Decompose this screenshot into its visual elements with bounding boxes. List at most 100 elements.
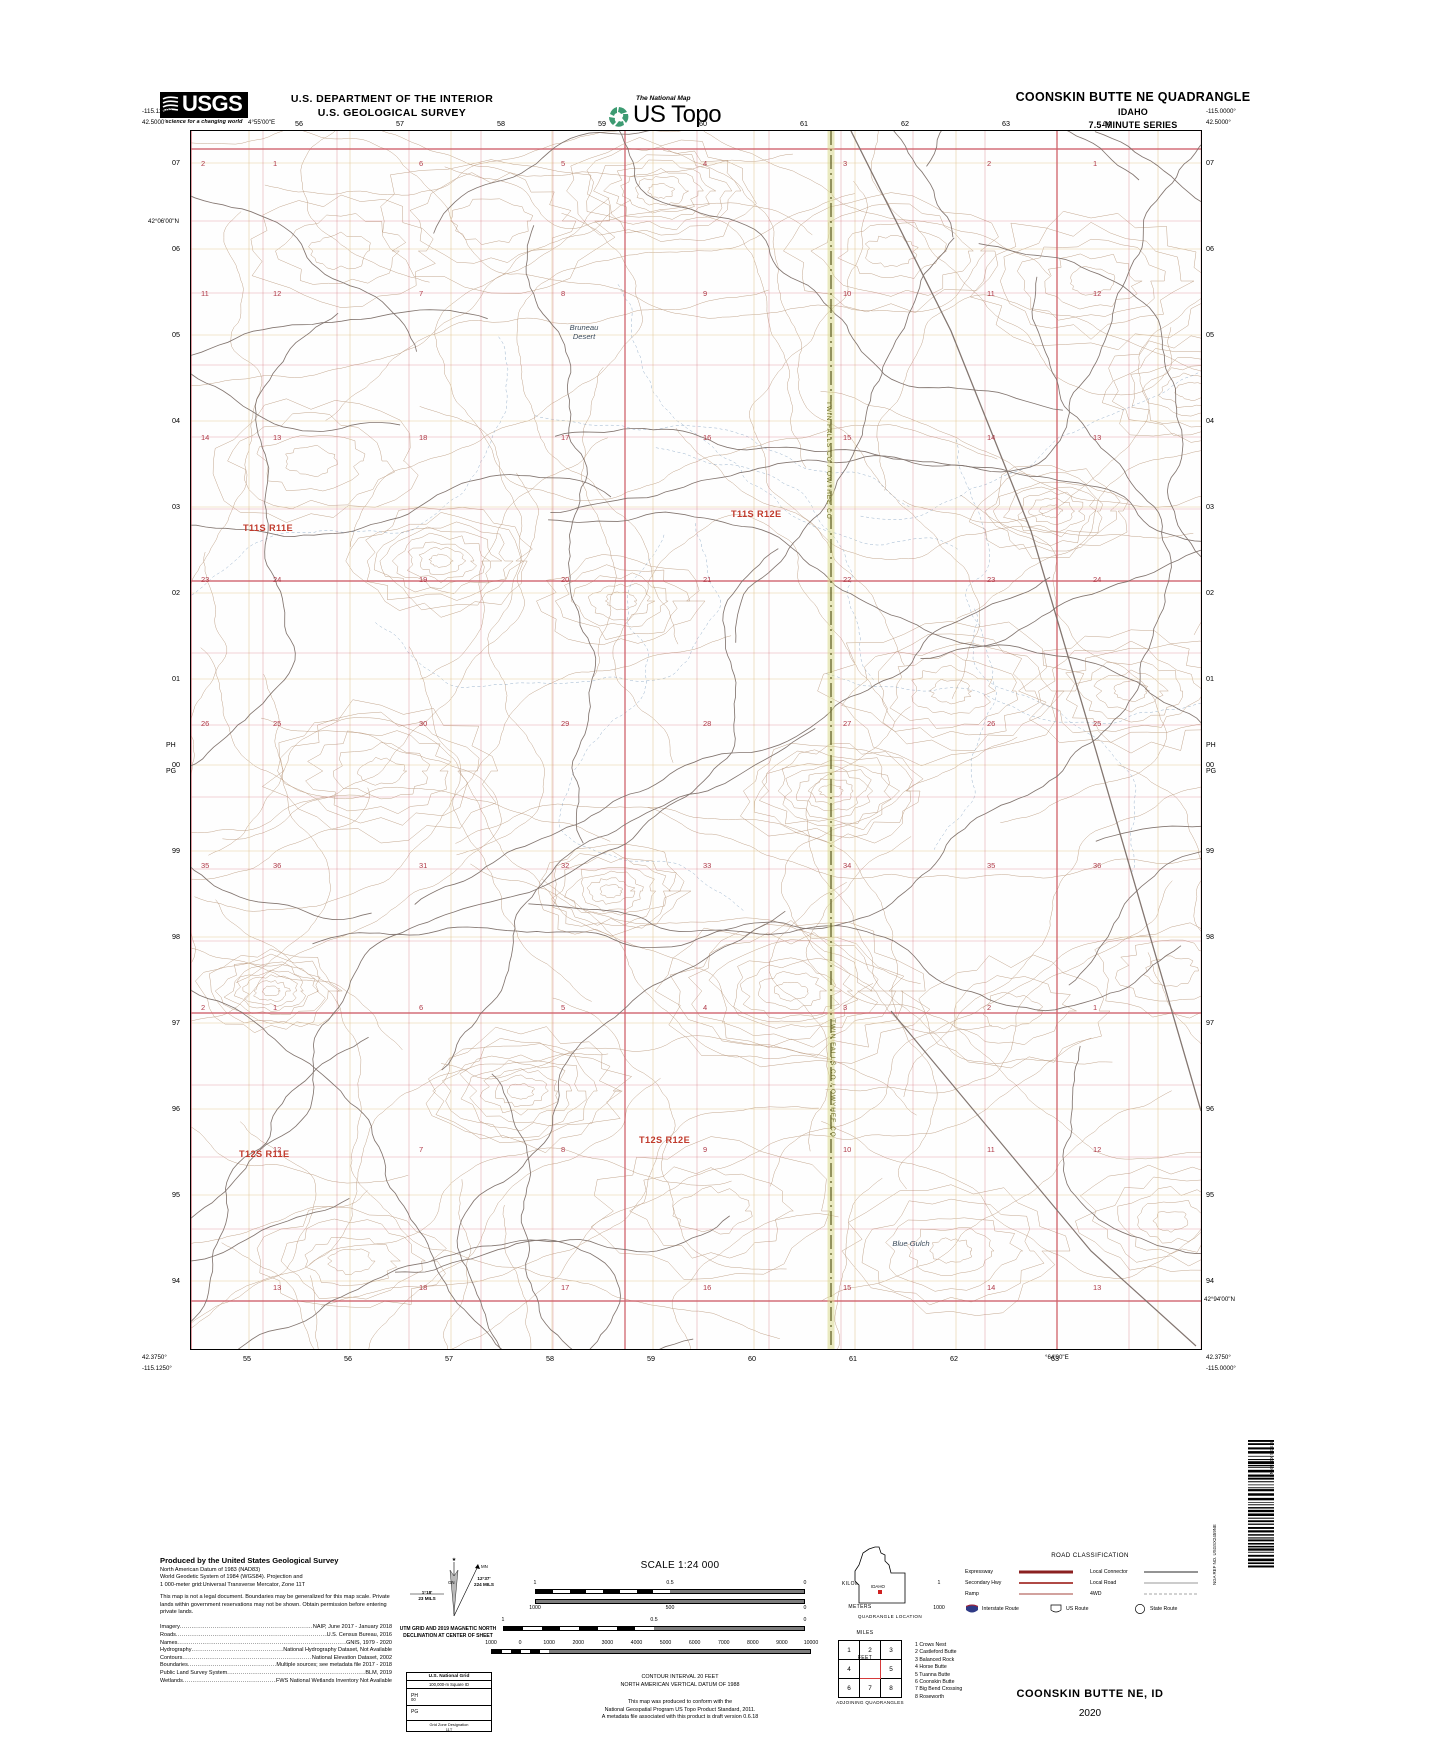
section-number: 13 <box>273 433 282 442</box>
mi-unit-label: MILES <box>856 1630 874 1636</box>
barcode-number: USGS X2459 NE <box>1269 1442 1274 1478</box>
shield-label-interstate: Interstate Route <box>982 1606 1019 1612</box>
section-number: 14 <box>987 433 996 442</box>
grid-tick-left-04: 04 <box>172 416 180 425</box>
grid-tick-bottom-56: 56 <box>344 1354 352 1363</box>
ft-tick-7000: 7000 <box>717 1640 730 1646</box>
section-number: 36 <box>273 861 282 870</box>
corner-label-nw-lon: -115.1250° <box>142 108 172 115</box>
usng-cell-ph: PH 00 <box>407 1689 491 1706</box>
section-number: 5 <box>561 1003 566 1012</box>
usng-cell-pg-label: PG <box>411 1709 419 1715</box>
ft-tick-4000: 4000 <box>630 1640 643 1646</box>
feet-bar: 1000 0 1000 2000 3000 4000 5000 6000 7000 8000 900… <box>485 1640 872 1661</box>
section-number: 15 <box>843 1283 852 1292</box>
section-number: 4 <box>703 1003 708 1012</box>
section-number: 11 <box>201 289 209 298</box>
ft-tick-10000: 10000 <box>803 1640 819 1646</box>
section-number: 13 <box>273 1283 282 1292</box>
corner-label-ne-lon: -115.0000° <box>1206 108 1236 115</box>
grid-tick-top-59: 59 <box>598 119 606 128</box>
road-swatch-4wd <box>1142 1590 1200 1598</box>
ft-tick-3000: 3000 <box>601 1640 614 1646</box>
usng-footer-zone: 11T <box>445 1727 453 1732</box>
usng-title: U.S. National Grid <box>407 1673 491 1681</box>
declination-caption-2: DECLINATION AT CENTER OF SHEET <box>403 1633 493 1639</box>
section-number: 9 <box>703 289 708 298</box>
magnetic-declination-mils: 224 MILS <box>474 1582 494 1587</box>
source-value: GNIS, 1979 - 2020 <box>346 1639 392 1646</box>
section-number: 16 <box>703 1283 712 1292</box>
section-number: 17 <box>561 433 570 442</box>
map-frame[interactable]: -115.1250° 42.5000° 42.5000° -115.0000° … <box>142 108 1236 1372</box>
source-row: Public Land Survey System...............… <box>160 1670 392 1678</box>
map-canvas[interactable]: 2 1 6 5 4 3 2 1 11 12 7 8 9 10 11 12 14 13 18 17 16 15 14 13 23 2… <box>190 130 1202 1350</box>
adjoining-cell-2[interactable]: 2 <box>859 1640 881 1660</box>
section-number: 7 <box>419 1145 424 1154</box>
section-number: 26 <box>987 719 996 728</box>
section-number: 35 <box>987 861 996 870</box>
ft-tick-6000: 6000 <box>688 1640 701 1646</box>
quadrangle-location-caption: QUADRANGLE LOCATION <box>857 1614 923 1619</box>
grid-tick-bottom-57: 57 <box>445 1354 453 1363</box>
grid-tick-bottom-55: 55 <box>243 1354 251 1363</box>
magnetic-declination-angle: 12°37' <box>477 1576 491 1581</box>
usng-zone-ph-west: PH <box>166 742 176 749</box>
adjoining-cell-1[interactable]: 1 <box>838 1640 860 1660</box>
section-number: 31 <box>419 861 428 870</box>
corner-label-nw-lat: 42.5000° <box>142 119 167 126</box>
grid-tick-right-95: 95 <box>1206 1190 1214 1199</box>
source-key: Hydrography <box>160 1647 192 1654</box>
quadrangle-name: COONSKIN BUTTE NE QUADRANGLE <box>1015 90 1251 104</box>
section-number: 11 <box>987 1145 995 1154</box>
section-number: 18 <box>419 1283 428 1292</box>
m-tick-500: 500 <box>665 1605 675 1611</box>
grid-tick-right-98: 98 <box>1206 932 1214 941</box>
mi-tick-1: 1 <box>501 1617 505 1623</box>
mi-tick-0: 0 <box>803 1617 807 1623</box>
section-number: 12 <box>273 1145 282 1154</box>
source-key: Roads <box>160 1632 176 1639</box>
south-easting-label: °64'00"E <box>1045 1354 1069 1361</box>
section-number: 26 <box>201 719 210 728</box>
grid-tick-right-97: 97 <box>1206 1018 1214 1027</box>
interstate-shield-icon <box>966 1604 978 1613</box>
place-label-blue-gulch: Blue Gulch <box>892 1239 930 1248</box>
north-easting-label: 4°55'00"E <box>248 119 276 126</box>
road-swatch-ramp <box>1017 1590 1075 1598</box>
miles-bar: 1 0.5 0 MILES <box>502 1617 874 1637</box>
section-number: 12 <box>1093 289 1102 298</box>
section-number: 25 <box>1093 719 1102 728</box>
adjoining-cell-7[interactable]: 7 <box>859 1678 881 1698</box>
adjoining-table: 1 2 3 4 5 6 7 8 <box>838 1640 902 1698</box>
m-unit-label: METERS <box>848 1604 872 1610</box>
section-number: 3 <box>843 159 848 168</box>
grid-tick-bottom-59: 59 <box>647 1354 655 1363</box>
adjoining-cell-8[interactable]: 8 <box>880 1678 902 1698</box>
section-number: 3 <box>843 1003 848 1012</box>
contour-line-1: CONTOUR INTERVAL 20 FEET <box>641 1674 719 1680</box>
adjoining-cell-5[interactable]: 5 <box>880 1659 902 1679</box>
source-value: FWS National Wetlands Inventory Not Avai… <box>276 1677 392 1684</box>
adjoining-cell-4[interactable]: 4 <box>838 1659 860 1679</box>
usng-zone-pg-east: PG <box>1206 768 1217 775</box>
section-number: 22 <box>843 575 852 584</box>
ft-tick-8000: 8000 <box>747 1640 759 1646</box>
township-label-t12s-r12e: T12S R12E <box>639 1135 691 1145</box>
scale-title: SCALE 1:24 000 <box>640 1560 720 1571</box>
usng-cell-ph-label: PH <box>411 1693 418 1699</box>
section-number: 12 <box>1093 1145 1102 1154</box>
corner-label-sw-lat: 42.3750° <box>142 1354 167 1361</box>
conform-line-2: National Geospatial Program US Topo Prod… <box>604 1706 756 1713</box>
grid-tick-left-95: 95 <box>172 1190 180 1199</box>
adjoining-cell-6[interactable]: 6 <box>838 1678 860 1698</box>
usgs-wordmark-box: USGS <box>160 92 248 118</box>
corner-label-ne-lat: 42.5000° <box>1206 119 1231 126</box>
conformance-text: This map was produced to conform with th… <box>515 1699 845 1722</box>
km-tick-0: 0 <box>803 1580 807 1586</box>
source-value: NAIP, June 2017 - January 2018 <box>312 1624 392 1631</box>
section-number: 2 <box>987 1003 992 1012</box>
adjoining-cell-3[interactable]: 3 <box>880 1640 902 1660</box>
idaho-state-outline-icon: IDAHO <box>854 1546 906 1604</box>
grid-tick-right-06: 06 <box>1206 244 1214 253</box>
